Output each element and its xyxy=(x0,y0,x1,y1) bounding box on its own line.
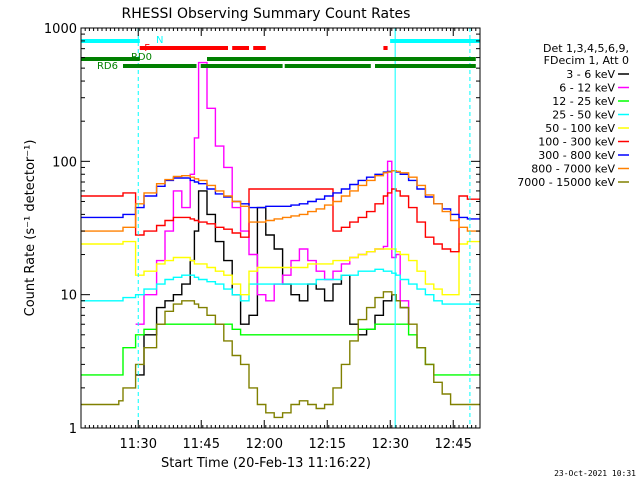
x-tick-label: 11:45 xyxy=(183,437,220,452)
series-line-3 xyxy=(81,268,480,305)
y-tick-label: 100 xyxy=(52,155,77,170)
legend-entry-label: 800 - 7000 keV xyxy=(531,163,615,176)
legend-entry-label: 50 - 100 keV xyxy=(545,122,615,135)
y-tick-label: 1000 xyxy=(44,22,77,37)
series-line-7 xyxy=(81,170,480,232)
legend-entry-label: 25 - 50 keV xyxy=(552,109,615,122)
y-tick-label: 10 xyxy=(60,289,77,304)
flag-label-f: F xyxy=(144,43,150,54)
legend-entry-label: 3 - 6 keV xyxy=(566,68,615,81)
x-axis-label: Start Time (20-Feb-13 11:16:22) xyxy=(161,456,371,471)
y-axis-label: Count Rate (s⁻¹ detector⁻¹) xyxy=(23,140,38,317)
series-line-6 xyxy=(81,170,480,220)
legend-entry-label: 7000 - 15000 keV xyxy=(517,176,615,189)
legend-header-line: Det 1,3,4,5,6,9, xyxy=(543,42,629,55)
y-tick-label: 1 xyxy=(69,422,77,437)
x-tick-label: 12:00 xyxy=(246,437,283,452)
series-line-5 xyxy=(81,188,480,253)
footer-date: 23-Oct-2021 10:31 xyxy=(554,469,636,478)
legend-entry-label: 12 - 25 keV xyxy=(552,95,615,108)
legend-entry-label: 6 - 12 keV xyxy=(559,82,615,95)
series-line-4 xyxy=(81,240,480,296)
chart-title: RHESSI Observing Summary Count Rates xyxy=(122,6,411,22)
series-line-0 xyxy=(135,190,410,376)
x-tick-label: 12:45 xyxy=(435,437,472,452)
chart-legend: Det 1,3,4,5,6,9,FDecim 1, Att 03 - 6 keV… xyxy=(517,42,629,189)
x-tick-label: 12:30 xyxy=(372,437,409,452)
plot-frame xyxy=(80,27,481,429)
flag-label-rd6: RD6 xyxy=(97,61,118,72)
x-tick-label: 12:15 xyxy=(309,437,346,452)
flag-label-n: N xyxy=(156,35,163,46)
series-line-8 xyxy=(81,291,480,419)
legend-entry-label: 100 - 300 keV xyxy=(538,136,615,149)
x-tick-label: 11:30 xyxy=(120,437,157,452)
legend-header-line: FDecim 1, Att 0 xyxy=(544,54,629,67)
flag-label-rd0: RD0 xyxy=(131,52,152,63)
legend-entry-label: 300 - 800 keV xyxy=(538,149,615,162)
